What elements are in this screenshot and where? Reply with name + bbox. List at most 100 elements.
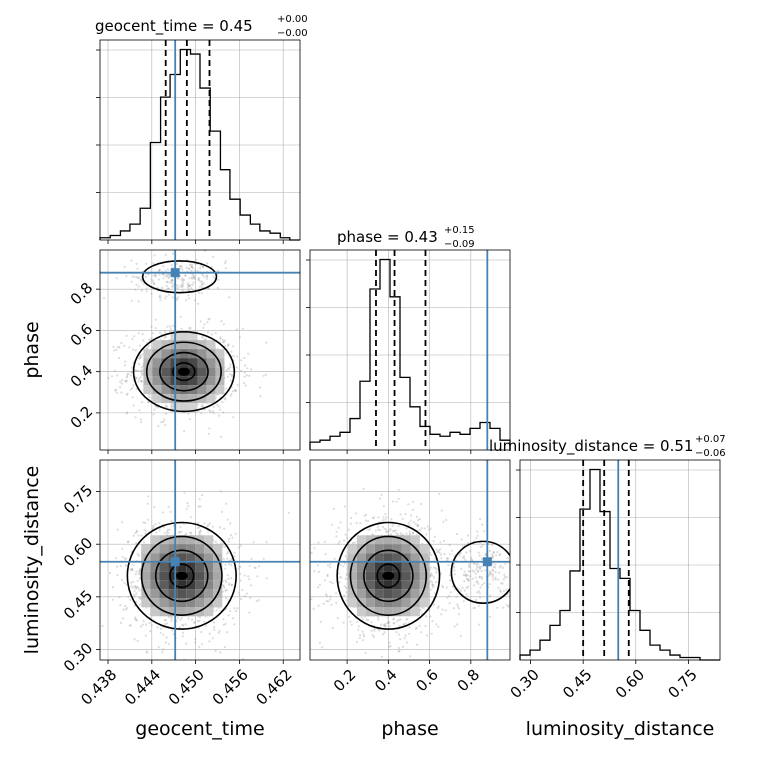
scatter-point: [406, 617, 409, 620]
scatter-point: [198, 526, 201, 529]
scatter-point: [395, 532, 398, 535]
scatter-point: [415, 515, 418, 518]
ytick-label-phase-0: 0.2: [67, 403, 97, 433]
scatter-point: [337, 542, 340, 545]
density-cell: [392, 607, 402, 617]
scatter-point: [446, 559, 449, 562]
scatter-point: [499, 589, 502, 592]
scatter-point: [239, 565, 242, 568]
density-cell: [410, 580, 420, 590]
scatter-point: [190, 531, 193, 535]
scatter-point: [194, 269, 197, 272]
scatter-point: [226, 375, 229, 378]
scatter-point: [232, 416, 235, 419]
scatter-point: [141, 623, 144, 626]
scatter-point: [483, 530, 486, 533]
density-cell: [419, 580, 429, 590]
scatter-point: [362, 487, 365, 491]
scatter-point: [140, 420, 143, 423]
density-cell: [159, 571, 169, 581]
scatter-point: [229, 366, 232, 369]
ytick-label-phase-1: 0.4: [67, 361, 97, 391]
scatter-point: [466, 577, 469, 581]
scatter-point: [150, 278, 153, 281]
scatter-point: [101, 624, 104, 628]
density-cell: [152, 340, 162, 350]
xtick-label-geocent_time-3: 0.456: [209, 666, 252, 709]
scatter-point: [169, 510, 172, 513]
scatter-point: [392, 617, 395, 620]
scatter-point: [172, 324, 175, 327]
xtick-label-phase-2: 0.6: [412, 666, 442, 696]
scatter-point: [234, 389, 238, 393]
scatter-point: [359, 522, 362, 525]
xtick-label-luminosity_distance-1: 0.45: [559, 666, 595, 702]
scatter-point: [236, 355, 239, 358]
scatter-point: [199, 320, 202, 323]
scatter-point: [141, 353, 144, 356]
scatter-point: [388, 621, 391, 624]
scatter-point: [463, 589, 466, 592]
scatter-point: [521, 577, 523, 579]
scatter-point: [494, 566, 497, 569]
scatter-point: [499, 553, 502, 556]
scatter-point: [338, 540, 341, 543]
scatter-point: [189, 531, 192, 534]
density-cell: [213, 544, 223, 554]
scatter-point: [502, 606, 505, 609]
scatter-point: [357, 625, 360, 628]
scatter-point: [201, 405, 205, 408]
scatter-point: [193, 276, 196, 279]
scatter-point: [140, 278, 143, 282]
density-cell: [186, 580, 196, 590]
scatter-point: [135, 276, 138, 279]
joint-geocent-time-phase: [96, 249, 301, 454]
scatter-point: [418, 517, 421, 521]
density-cell: [419, 598, 429, 608]
frame-hist-geocent_time: [99, 39, 301, 241]
scatter-point: [142, 282, 145, 285]
scatter-point: [226, 551, 229, 554]
scatter-point: [200, 280, 203, 283]
scatter-point: [224, 339, 227, 342]
scatter-point: [455, 595, 458, 598]
scatter-point: [194, 637, 197, 641]
scatter-point: [492, 573, 495, 577]
scatter-point: [139, 597, 142, 600]
scatter-point: [206, 262, 209, 265]
scatter-point: [475, 536, 478, 540]
scatter-point: [221, 401, 224, 404]
scatter-point: [167, 276, 170, 279]
scatter-point: [393, 529, 396, 533]
density-cell: [197, 394, 207, 404]
scatter-point: [504, 562, 507, 565]
density-cell: [161, 358, 171, 368]
scatter-point: [208, 632, 211, 635]
density-cell: [347, 553, 357, 563]
scatter-point: [167, 505, 170, 509]
scatter-point: [205, 277, 209, 280]
scatter-point: [405, 532, 408, 535]
scatter-point: [153, 408, 156, 411]
scatter-point: [491, 557, 494, 560]
density-cell: [188, 331, 198, 341]
scatter-point: [259, 395, 262, 398]
density-cell: [168, 598, 178, 608]
scatter-point: [448, 594, 451, 598]
scatter-point: [395, 631, 398, 634]
scatter-point: [226, 631, 229, 634]
scatter-point: [122, 608, 125, 611]
scatter-point: [233, 623, 236, 626]
density-cell: [150, 535, 160, 545]
scatter-point: [125, 275, 128, 278]
scatter-point: [125, 607, 128, 610]
density-cell: [365, 607, 375, 617]
density-cell: [188, 394, 198, 404]
scatter-point: [453, 573, 456, 576]
density-cell: [141, 598, 151, 608]
scatter-point: [440, 509, 443, 512]
scatter-point: [373, 628, 376, 631]
scatter-point: [212, 405, 215, 408]
scatter-point: [138, 344, 141, 347]
scatter-point: [372, 516, 375, 519]
